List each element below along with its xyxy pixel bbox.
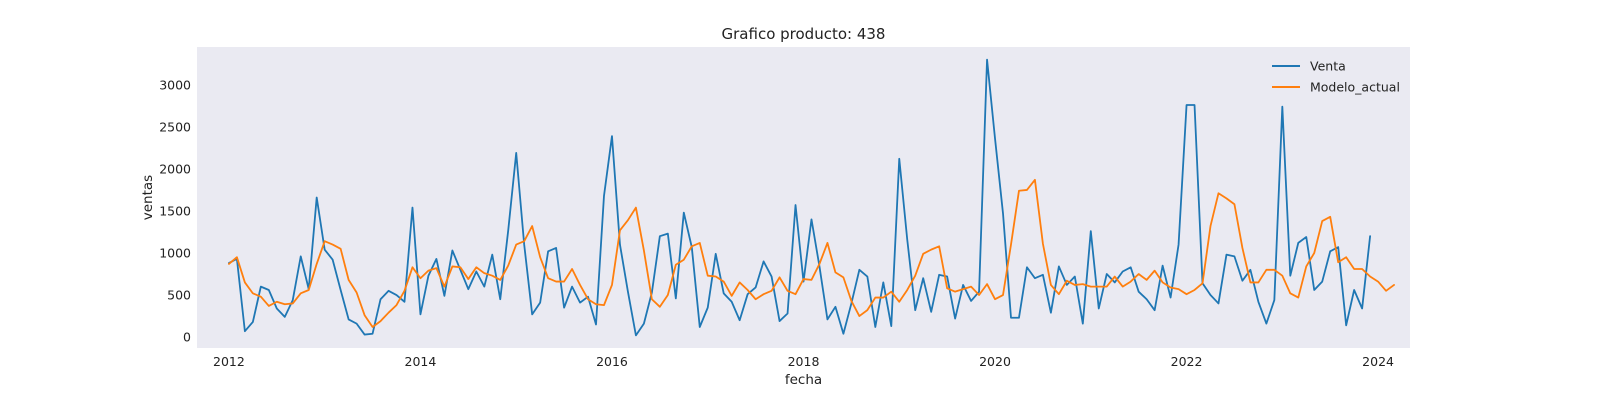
x-tick-label: 2018 [788,354,820,369]
x-axis-label: fecha [785,372,822,388]
y-tick-label: 3000 [159,77,191,92]
x-tick-label: 2014 [405,354,437,369]
y-tick-label: 2500 [159,119,191,134]
legend-label: Modelo_actual [1310,80,1400,95]
y-axis-label: ventas [140,175,156,220]
legend: Venta Modelo_actual [1272,59,1400,95]
y-tick-label: 0 [183,330,191,345]
x-tick-label: 2012 [213,354,245,369]
y-tick-label: 2000 [159,161,191,176]
x-tick-label: 2020 [979,354,1011,369]
x-tick-label: 2024 [1362,354,1394,369]
x-tick-label: 2016 [596,354,628,369]
chart-title: Grafico producto: 438 [722,25,886,43]
legend-label: Venta [1310,59,1346,74]
x-axis-ticks: 2012 2014 2016 2018 2020 2022 2024 [213,354,1394,369]
series-line-modelo-actual [228,178,1395,328]
y-tick-label: 500 [167,288,191,303]
series-line-venta [228,58,1371,337]
x-tick-label: 2022 [1171,354,1203,369]
y-axis-ticks: 0 500 1000 1500 2000 2500 3000 [159,77,191,344]
y-tick-label: 1500 [159,203,191,218]
series-layer [228,58,1395,337]
y-tick-label: 1000 [159,245,191,260]
